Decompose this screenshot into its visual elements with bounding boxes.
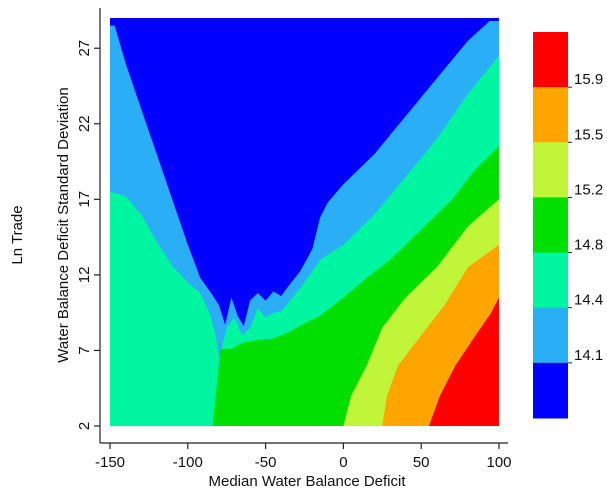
x-tick-label: -100 — [173, 454, 203, 471]
x-axis-title: Median Water Balance Deficit — [208, 473, 406, 490]
y-axis-title: Water Balance Deficit Standard Deviation — [55, 87, 72, 362]
axes — [99, 8, 508, 444]
legend-swatch — [533, 252, 568, 309]
y-tick-label: 2 — [76, 422, 93, 430]
legend-label: 14.8 — [574, 237, 603, 254]
legend-label: 14.4 — [574, 292, 603, 309]
x-tick-label: -50 — [255, 454, 277, 471]
legend-label: 15.2 — [574, 181, 603, 198]
legend-swatch — [533, 362, 568, 419]
x-tick-label: 100 — [486, 454, 511, 471]
legend-label: 14.1 — [574, 347, 603, 364]
y-tick-label: 22 — [76, 115, 93, 132]
y-tick-label: 7 — [76, 346, 93, 354]
x-tick-label: -150 — [95, 454, 125, 471]
legend-swatch — [533, 32, 568, 88]
y-tick-label: 27 — [76, 40, 93, 57]
contour-band-6 — [429, 297, 499, 426]
y-tick-label: 17 — [76, 191, 93, 208]
x-tick-label: 0 — [339, 454, 347, 471]
legend-swatch — [533, 142, 568, 198]
y-tick-label: 12 — [76, 267, 93, 284]
contour-layer — [110, 21, 499, 426]
color-legend: 15.9 15.5 15.2 14.8 14.4 14.1 — [533, 32, 603, 419]
x-axis-ticks: -150 -100 -50 0 50 100 — [95, 443, 512, 471]
legend-label: 15.9 — [574, 71, 603, 88]
legend-swatch — [533, 307, 568, 364]
legend-swatch — [533, 197, 568, 254]
legend-label: 15.5 — [574, 126, 603, 143]
colorbar-title: Ln Trade — [9, 205, 26, 264]
legend-swatch — [533, 87, 568, 143]
x-tick-label: 50 — [413, 454, 430, 471]
